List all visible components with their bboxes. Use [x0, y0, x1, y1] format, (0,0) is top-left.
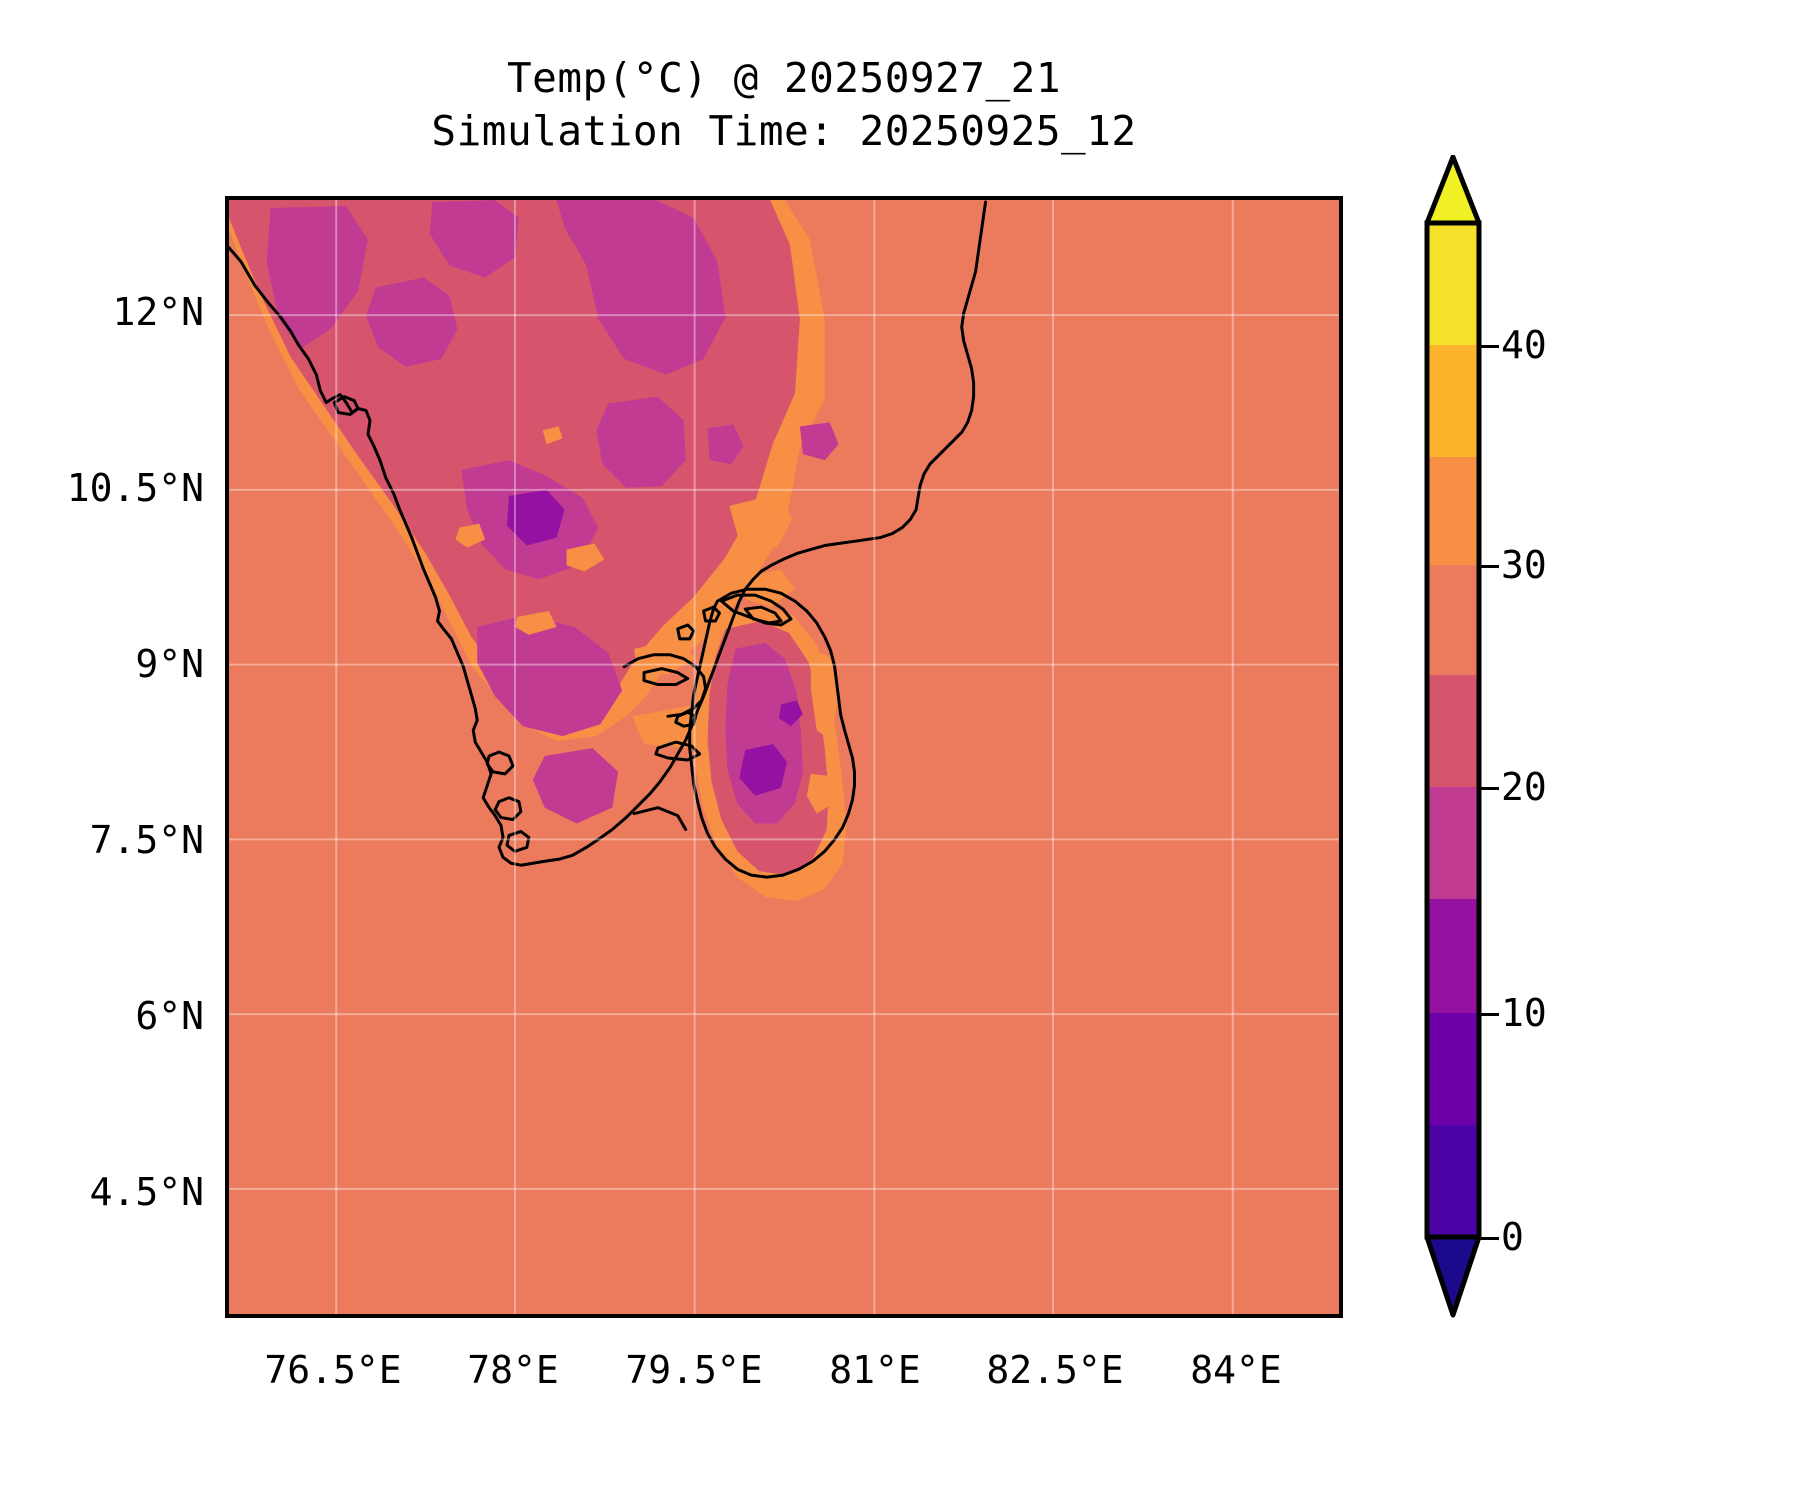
colorbar-tick-label-40: 40: [1501, 323, 1547, 367]
temperature-contour-field: [229, 200, 1339, 1314]
map-axes: [225, 196, 1343, 1318]
colorbar-gradient: [1424, 155, 1482, 1318]
x-tick-label-0: 76.5°E: [264, 1348, 402, 1392]
y-tick-label-0: 12°N: [112, 290, 204, 334]
colorbar: 40 30 20 10 0: [1424, 155, 1547, 1320]
title-line-2: Simulation Time: 20250925_12: [431, 107, 1137, 156]
figure-title: Temp(°C) @ 20250927_21 Simulation Time: …: [225, 52, 1343, 159]
y-tick-label-4: 6°N: [135, 994, 204, 1038]
colorbar-tick-mark-40: [1477, 345, 1499, 348]
title-line-1: Temp(°C) @ 20250927_21: [506, 54, 1062, 102]
colorbar-tick-mark-0: [1477, 1237, 1499, 1240]
colorbar-tick-label-20: 20: [1501, 765, 1547, 809]
colorbar-tick-mark-20: [1477, 787, 1499, 790]
colorbar-tick-label-0: 0: [1501, 1215, 1524, 1259]
colorbar-tick-label-30: 30: [1501, 543, 1547, 587]
y-tick-label-2: 9°N: [135, 642, 204, 686]
x-tick-label-3: 81°E: [829, 1348, 921, 1392]
y-tick-label-3: 7.5°N: [89, 818, 204, 862]
colorbar-tick-label-10: 10: [1501, 991, 1547, 1035]
x-tick-label-4: 82.5°E: [986, 1348, 1124, 1392]
y-tick-label-1: 10.5°N: [66, 466, 204, 510]
colorbar-tick-mark-10: [1477, 1013, 1499, 1016]
y-tick-label-5: 4.5°N: [89, 1170, 204, 1214]
x-tick-label-5: 84°E: [1190, 1348, 1282, 1392]
colorbar-tick-mark-30: [1477, 565, 1499, 568]
x-tick-label-2: 79.5°E: [625, 1348, 763, 1392]
x-tick-label-1: 78°E: [467, 1348, 559, 1392]
